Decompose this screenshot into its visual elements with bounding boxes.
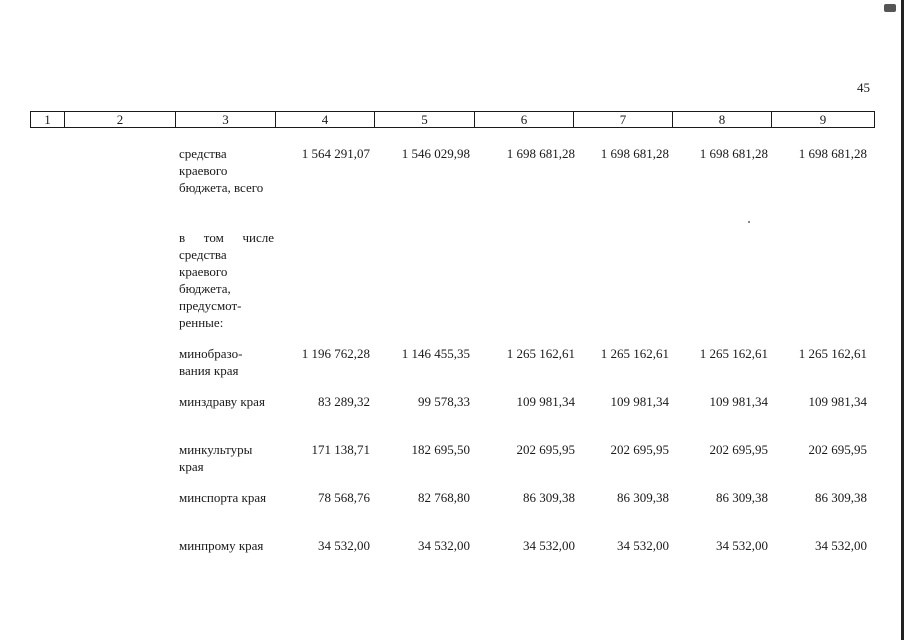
value-col-5: 82 768,80 [418, 490, 470, 505]
value-col-5: 1 546 029,98 [401, 146, 470, 161]
value-col-6: 1 265 162,61 [506, 346, 575, 361]
header-row: 1 2 3 4 5 6 7 8 9 [30, 111, 875, 128]
value-col-7: 109 981,34 [610, 394, 670, 409]
value-col-7: 86 309,38 [617, 490, 669, 505]
value-col-8: 86 309,38 [716, 490, 768, 505]
row-label: минобразо- вания края [179, 346, 243, 378]
scan-speck [748, 221, 750, 223]
value-col-4: 1 564 291,07 [301, 146, 370, 161]
value-col-5: 182 695,50 [411, 442, 471, 457]
page-number: 45 [857, 80, 870, 95]
value-col-8: 1 698 681,28 [699, 146, 768, 161]
header-cell-9: 9 [771, 111, 875, 128]
value-col-9: 202 695,95 [808, 442, 868, 457]
value-col-9: 86 309,38 [815, 490, 867, 505]
header-cell-7: 7 [573, 111, 673, 128]
row-label: минспорта края [179, 490, 267, 505]
value-col-6: 202 695,95 [516, 442, 576, 457]
row-label: минкультуры края [179, 442, 253, 474]
value-col-9: 1 265 162,61 [798, 346, 867, 361]
value-col-4: 83 289,32 [318, 394, 370, 409]
value-col-7: 202 695,95 [610, 442, 670, 457]
header-cell-1: 1 [30, 111, 65, 128]
value-col-6: 1 698 681,28 [506, 146, 575, 161]
value-col-6: 86 309,38 [523, 490, 575, 505]
value-col-9: 109 981,34 [808, 394, 868, 409]
header-cell-6: 6 [474, 111, 574, 128]
header-cell-4: 4 [275, 111, 375, 128]
value-col-4: 1 196 762,28 [301, 346, 370, 361]
value-col-8: 34 532,00 [716, 538, 768, 553]
row-label: минздраву края [179, 394, 265, 409]
header-cell-5: 5 [374, 111, 475, 128]
header-cell-3: 3 [175, 111, 276, 128]
value-col-4: 78 568,76 [318, 490, 370, 505]
value-col-8: 1 265 162,61 [699, 346, 768, 361]
value-col-9: 34 532,00 [815, 538, 867, 553]
header-cell-2: 2 [64, 111, 176, 128]
value-col-6: 34 532,00 [523, 538, 575, 553]
row-label: минпрому края [179, 538, 264, 553]
row-label: в том числе средства краевого бюджета, п… [179, 230, 274, 330]
value-col-8: 109 981,34 [709, 394, 769, 409]
value-col-7: 34 532,00 [617, 538, 669, 553]
value-col-4: 34 532,00 [318, 538, 370, 553]
value-col-7: 1 698 681,28 [600, 146, 669, 161]
value-col-5: 99 578,33 [418, 394, 470, 409]
value-col-5: 1 146 455,35 [401, 346, 470, 361]
value-col-6: 109 981,34 [516, 394, 576, 409]
value-col-9: 1 698 681,28 [798, 146, 867, 161]
header-cell-8: 8 [672, 111, 772, 128]
row-label: средства краевого бюджета, всего [179, 146, 264, 195]
scan-artifact [884, 4, 896, 12]
column-number-header: 1 2 3 4 5 6 7 8 9 [30, 111, 875, 128]
value-col-7: 1 265 162,61 [600, 346, 669, 361]
page-edge-shadow [901, 0, 904, 640]
value-col-5: 34 532,00 [418, 538, 470, 553]
value-col-8: 202 695,95 [709, 442, 769, 457]
value-col-4: 171 138,71 [311, 442, 371, 457]
